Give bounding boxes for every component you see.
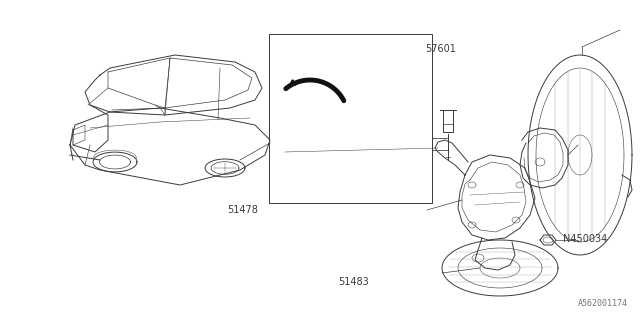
Text: 51478: 51478 bbox=[227, 205, 258, 215]
Text: 51483: 51483 bbox=[338, 277, 369, 287]
Text: 57601: 57601 bbox=[425, 44, 456, 54]
Bar bbox=[432, 138, 448, 150]
Text: N450034: N450034 bbox=[563, 234, 607, 244]
Bar bbox=[269, 34, 432, 203]
Text: A562001174: A562001174 bbox=[578, 299, 628, 308]
